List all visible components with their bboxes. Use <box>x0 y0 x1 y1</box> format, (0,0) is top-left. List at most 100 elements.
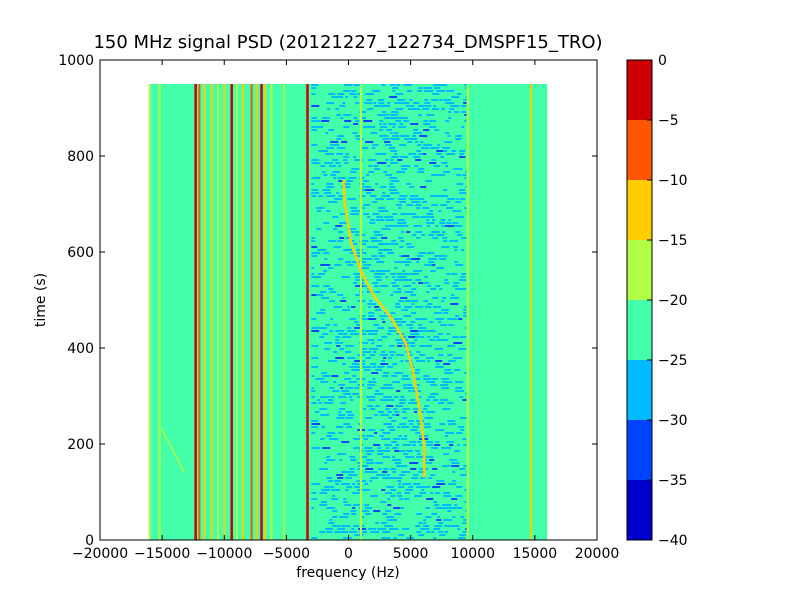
noise-speckle <box>354 360 362 362</box>
noise-speckle <box>434 129 440 131</box>
noise-speckle <box>311 285 320 287</box>
noise-speckle <box>427 225 431 227</box>
noise-speckle <box>370 132 378 134</box>
noise-speckle <box>428 258 438 260</box>
noise-speckle <box>324 402 334 404</box>
noise-speckle <box>363 213 370 215</box>
noise-speckle <box>455 390 465 392</box>
noise-speckle <box>465 510 467 512</box>
noise-speckle <box>382 513 388 515</box>
noise-speckle <box>380 387 385 389</box>
noise-speckle <box>452 516 456 518</box>
noise-speckle <box>416 456 425 458</box>
noise-speckle <box>376 474 386 476</box>
noise-speckle <box>415 450 421 452</box>
noise-speckle <box>418 105 425 107</box>
noise-speckle <box>424 282 430 284</box>
noise-speckle <box>361 243 367 245</box>
noise-speckle <box>426 222 435 224</box>
noise-speckle <box>385 159 389 161</box>
noise-speckle <box>392 90 396 92</box>
noise-speckle <box>319 468 329 470</box>
noise-speckle <box>350 333 360 335</box>
noise-speckle <box>399 117 409 119</box>
noise-speckle <box>365 507 373 509</box>
noise-speckle <box>362 360 366 362</box>
noise-speckle <box>311 420 319 422</box>
noise-speckle <box>447 198 456 200</box>
colorbar-tick-label: −5 <box>658 113 679 129</box>
noise-speckle <box>447 135 451 137</box>
noise-speckle <box>329 387 335 389</box>
noise-speckle <box>394 450 400 452</box>
noise-speckle <box>354 159 364 161</box>
noise-speckle <box>367 387 373 389</box>
noise-speckle <box>432 108 440 110</box>
noise-speckle <box>423 87 433 89</box>
noise-speckle <box>345 153 350 155</box>
noise-speckle <box>463 519 467 521</box>
noise-speckle <box>444 369 452 371</box>
noise-speckle <box>338 258 344 260</box>
noise-speckle <box>441 246 450 248</box>
noise-speckle <box>460 276 466 278</box>
noise-speckle <box>424 423 431 425</box>
noise-speckle <box>438 174 446 176</box>
noise-speckle <box>390 150 398 152</box>
noise-speckle <box>334 198 343 200</box>
noise-speckle <box>440 84 448 86</box>
noise-speckle <box>328 360 338 362</box>
noise-speckle <box>320 165 326 167</box>
noise-speckle <box>326 435 333 437</box>
noise-speckle <box>338 333 348 335</box>
noise-speckle <box>448 117 452 119</box>
noise-speckle <box>350 213 360 215</box>
noise-speckle <box>373 351 377 353</box>
noise-speckle <box>392 471 397 473</box>
noise-speckle <box>369 480 373 482</box>
noise-speckle <box>423 153 427 155</box>
noise-speckle <box>447 402 454 404</box>
noise-speckle <box>429 162 437 164</box>
noise-speckle <box>333 381 337 383</box>
noise-speckle <box>352 375 357 377</box>
noise-speckle <box>415 369 421 371</box>
noise-speckle <box>381 537 391 539</box>
noise-speckle <box>465 528 467 530</box>
noise-speckle <box>432 468 438 470</box>
noise-speckle <box>381 438 391 440</box>
noise-speckle <box>386 114 390 116</box>
noise-speckle <box>410 195 419 197</box>
noise-speckle <box>446 273 451 275</box>
noise-speckle <box>380 354 389 356</box>
x-tick-label: −20000 <box>72 546 128 562</box>
noise-speckle <box>331 498 339 500</box>
noise-speckle <box>454 225 463 227</box>
noise-speckle <box>393 225 402 227</box>
noise-speckle <box>429 210 434 212</box>
noise-speckle <box>344 84 353 86</box>
noise-speckle <box>410 399 416 401</box>
noise-speckle <box>417 423 422 425</box>
noise-speckle <box>460 516 465 518</box>
noise-speckle <box>364 483 369 485</box>
noise-speckle <box>415 231 423 233</box>
noise-speckle <box>466 210 467 212</box>
noise-speckle <box>349 396 353 398</box>
noise-speckle <box>400 240 405 242</box>
noise-speckle <box>388 417 393 419</box>
noise-speckle <box>416 261 420 263</box>
noise-speckle <box>368 333 378 335</box>
noise-speckle <box>434 312 443 314</box>
noise-speckle <box>353 96 358 98</box>
noise-speckle <box>375 369 383 371</box>
noise-speckle <box>419 135 428 137</box>
noise-speckle <box>424 264 433 266</box>
noise-speckle <box>428 330 437 332</box>
noise-speckle <box>445 132 450 134</box>
noise-speckle <box>452 210 462 212</box>
noise-speckle <box>348 387 354 389</box>
noise-speckle <box>372 366 377 368</box>
noise-speckle <box>320 396 324 398</box>
noise-speckle <box>450 303 459 305</box>
